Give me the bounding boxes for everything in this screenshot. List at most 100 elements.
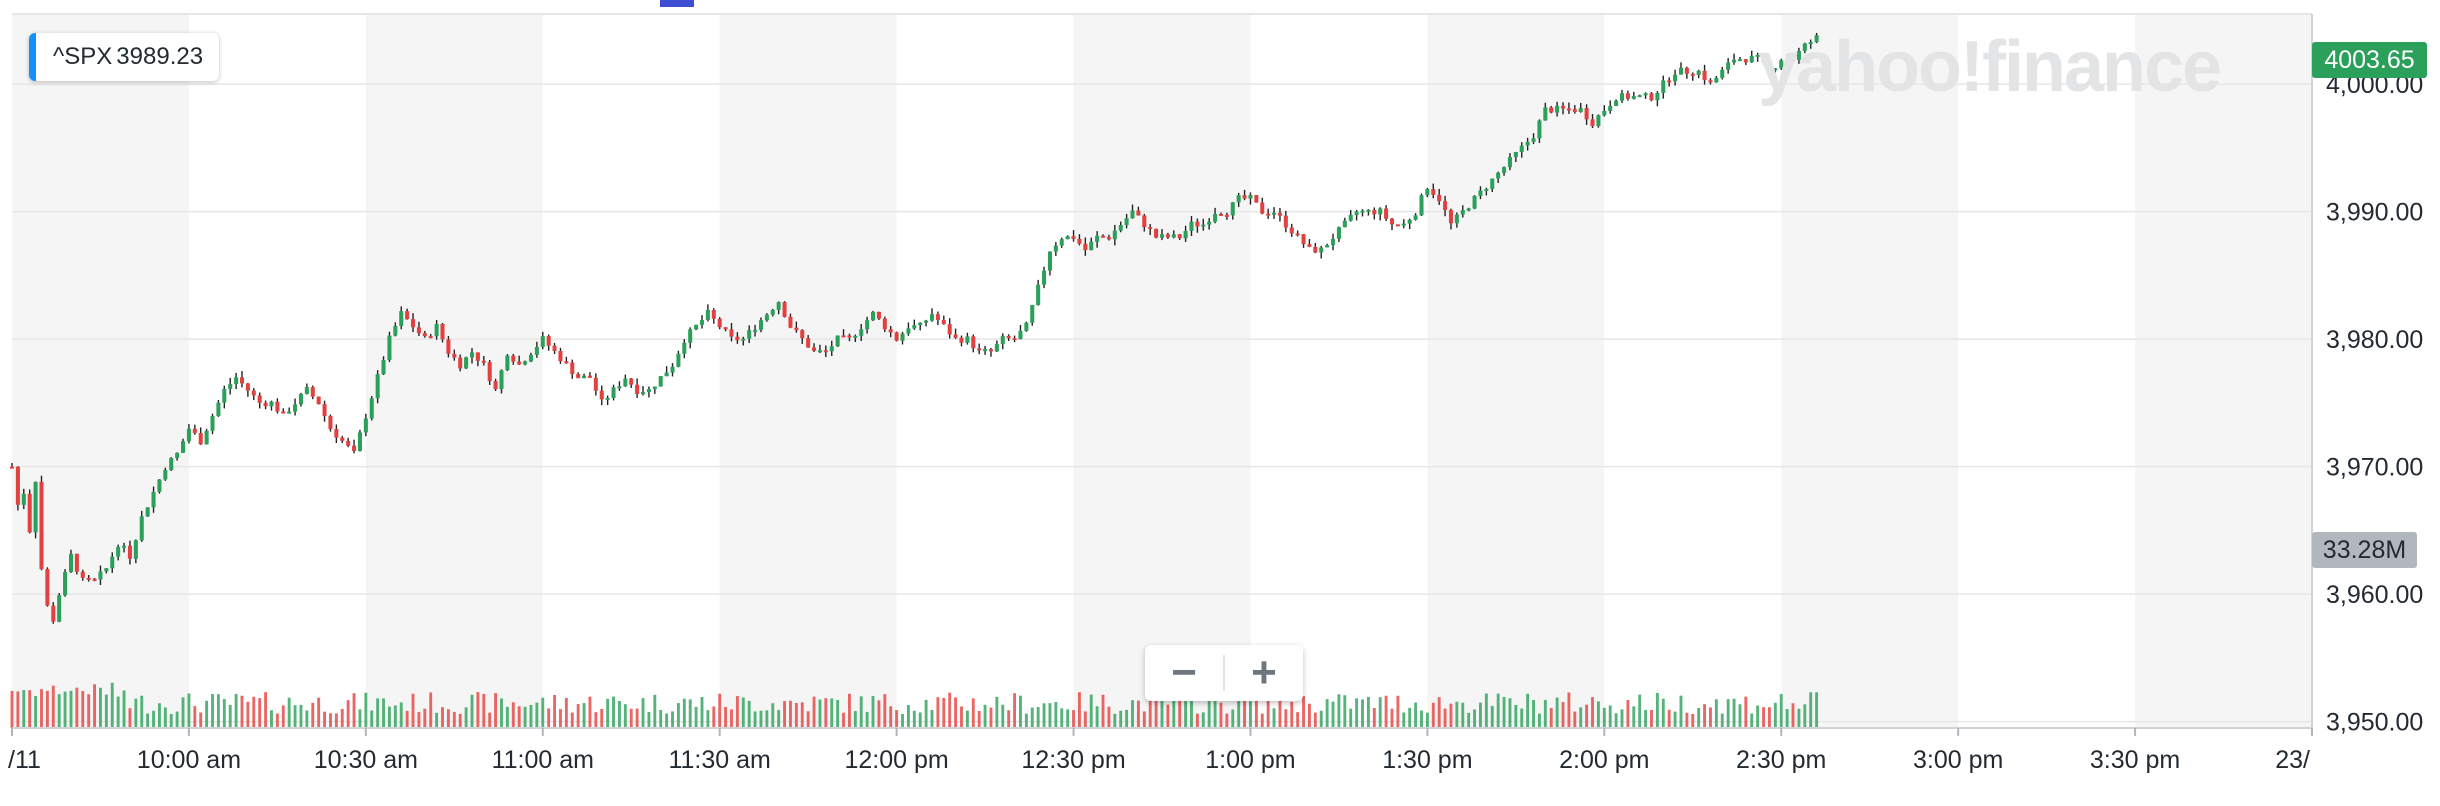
volume-bar	[1402, 712, 1406, 728]
volume-bar	[1461, 702, 1465, 728]
volume-bar	[1508, 698, 1512, 728]
candle-body	[346, 440, 351, 446]
candle-body	[9, 466, 15, 469]
candle-body	[1159, 234, 1165, 238]
candle-body	[1614, 100, 1619, 106]
x-axis: /11 10:00 am 10:30 am 11:00 am 11:30 am 12:00…	[8, 728, 2313, 774]
volume-bar	[411, 693, 415, 728]
zoom-out-button[interactable]: −	[1171, 648, 1197, 697]
volume-bar	[476, 692, 480, 728]
candle-body	[929, 314, 935, 321]
volume-bar	[1437, 697, 1441, 728]
volume-bar	[470, 694, 474, 728]
volume-bar	[895, 710, 899, 728]
candle-body	[1089, 241, 1094, 251]
candle-body	[210, 416, 215, 431]
volume-bar	[152, 710, 155, 728]
candle-body	[157, 479, 162, 492]
volume-bar	[1160, 696, 1164, 728]
volume-bar	[93, 684, 97, 728]
candle-body	[841, 335, 846, 338]
candle-body	[959, 337, 964, 343]
candle-body	[1372, 209, 1377, 215]
candle-body	[1148, 227, 1153, 230]
volume-bar	[22, 690, 26, 728]
candle-body	[57, 595, 62, 622]
candle-body	[33, 481, 38, 533]
volume-bar	[588, 696, 592, 728]
volume-bar	[317, 697, 321, 728]
candle-body	[387, 335, 392, 360]
volume-bar	[1083, 711, 1087, 728]
volume-bar	[977, 711, 981, 728]
candle-body	[587, 375, 592, 378]
volume-bar	[541, 697, 545, 728]
volume-bar	[1302, 696, 1305, 728]
candle-body	[741, 338, 746, 341]
candle-body	[340, 437, 345, 441]
volume-bar	[122, 690, 126, 728]
candle-body	[1513, 152, 1518, 158]
candle-body	[534, 346, 539, 355]
volume-bar	[346, 700, 350, 728]
volume-bar	[1484, 693, 1488, 728]
symbol-legend[interactable]: ^SPX 3989.23	[29, 33, 220, 81]
candle-body	[1124, 218, 1129, 226]
candle-body	[794, 327, 799, 331]
volume-bar	[464, 707, 468, 728]
zoom-controls: − +	[1145, 645, 1303, 701]
volume-bar	[830, 698, 834, 728]
volume-bar	[529, 704, 533, 728]
candle-body	[1336, 227, 1341, 239]
candle-body	[204, 430, 209, 445]
candle-body	[1714, 77, 1719, 83]
candle-body	[1325, 245, 1330, 248]
candle-body	[1213, 214, 1218, 222]
candle-body	[1283, 215, 1288, 228]
volume-bar	[989, 707, 993, 728]
candle-body	[664, 372, 669, 377]
volume-bar	[1343, 695, 1347, 728]
volume-bar	[1119, 710, 1123, 728]
candle-body	[617, 386, 622, 389]
volume-bar	[1349, 708, 1353, 728]
volume-bar	[134, 698, 138, 728]
candle-body	[1549, 107, 1554, 113]
candle-body	[481, 360, 486, 363]
candle-body	[1195, 221, 1200, 227]
volume-bar	[1213, 694, 1217, 728]
candle-body	[458, 357, 463, 369]
volume-bar	[452, 711, 456, 728]
volume-bar	[1744, 696, 1748, 728]
candle-body	[540, 336, 545, 347]
candle-body	[1537, 120, 1542, 139]
y-tick-label: 3,980.00	[2326, 326, 2423, 354]
candle-body	[1047, 251, 1052, 271]
volume-bar	[305, 710, 309, 728]
volume-bar	[1219, 702, 1223, 728]
volume-bar	[246, 701, 250, 728]
volume-bar	[1319, 710, 1323, 728]
volume-bar	[1290, 701, 1294, 728]
candle-body	[1649, 93, 1654, 101]
volume-bar	[1384, 695, 1388, 728]
zoom-in-button[interactable]: +	[1251, 648, 1277, 697]
x-tick-label: 11:30 am	[668, 746, 770, 774]
volume-bar	[488, 712, 492, 728]
candle-body	[352, 445, 357, 451]
candle-body	[1761, 54, 1766, 62]
volume-bar	[647, 711, 651, 728]
candle-body	[269, 401, 274, 407]
volume-bar	[1543, 699, 1547, 728]
volume-bar	[1425, 712, 1429, 728]
candle-body	[1720, 69, 1725, 78]
candle-body	[1177, 234, 1182, 239]
volume-bar	[1148, 694, 1152, 728]
x-tick-label: 2:30 pm	[1736, 746, 1826, 774]
volume-bar	[1709, 707, 1712, 728]
volume-bar	[912, 710, 916, 728]
volume-bar	[1184, 693, 1188, 728]
volume-bar	[128, 708, 132, 728]
volume-bar	[930, 709, 934, 728]
candle-body	[800, 330, 805, 339]
